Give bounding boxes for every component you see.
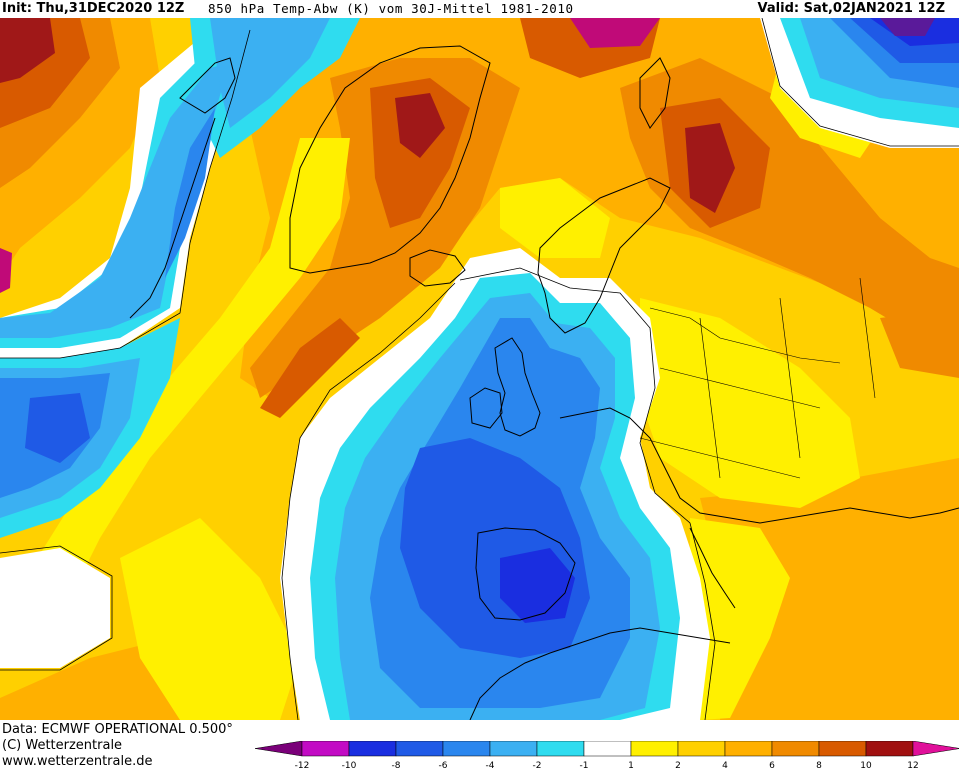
init-time-label: Init: Thu,31DEC2020 12Z xyxy=(2,1,185,16)
contour-atlantic xyxy=(459,267,716,720)
color-legend: -12 -10 -8 -6 -4 -2 -1 1 2 4 6 8 10 12 xyxy=(255,741,959,770)
rust-ridge xyxy=(260,318,360,418)
yellow-norway xyxy=(500,178,610,258)
warm-zone-east xyxy=(700,458,959,720)
border-e xyxy=(779,297,801,459)
website-label: www.wetterzentrale.de xyxy=(2,754,153,769)
yellow-central-atlantic xyxy=(0,138,350,658)
britain-coast xyxy=(494,337,541,437)
legend-swatch xyxy=(818,741,867,757)
anomaly-map-svg xyxy=(0,18,959,720)
maroon-greenland xyxy=(395,93,445,158)
contour-southwest xyxy=(0,545,113,671)
legend-tick-label: 12 xyxy=(907,761,918,770)
legend-swatch xyxy=(865,741,914,757)
yellow-mediterranean xyxy=(690,518,790,720)
legend-swatch xyxy=(395,741,444,757)
legend-swatch xyxy=(630,741,679,757)
labrador-coast xyxy=(129,117,216,319)
national-borders xyxy=(639,277,876,479)
yellow-southwest xyxy=(120,518,300,720)
copyright-label: (C) Wetterzentrale xyxy=(2,738,123,753)
data-source-label: Data: ECMWF OPERATIONAL 0.500° xyxy=(2,722,233,737)
europe-coast xyxy=(559,407,959,524)
legend-tick-label: -2 xyxy=(533,761,542,770)
anomaly-map xyxy=(0,18,959,720)
contour-north-pole xyxy=(761,18,959,147)
africa-coast xyxy=(469,627,731,720)
greenland-coast xyxy=(289,45,491,274)
legend-tick-label: 4 xyxy=(722,761,728,770)
border-a xyxy=(649,307,841,364)
yellow-east-europe xyxy=(640,298,860,508)
ireland-coast xyxy=(469,387,503,429)
lightblue-northwest xyxy=(210,18,330,128)
legend-swatch xyxy=(489,741,538,757)
coastlines xyxy=(129,45,959,720)
legend-swatch xyxy=(724,741,773,757)
legend-swatch xyxy=(677,741,726,757)
lightblue-labrador xyxy=(0,63,230,338)
legend-tick-label: 8 xyxy=(816,761,822,770)
maroon-northwest xyxy=(0,18,55,83)
legend-tick-labels: -12 -10 -8 -6 -4 -2 -1 1 2 4 6 8 10 12 xyxy=(295,761,919,770)
valid-time-label: Valid: Sat,02JAN2021 12Z xyxy=(757,1,945,16)
magenta-north xyxy=(570,18,660,48)
legend-tick-label: 6 xyxy=(769,761,775,770)
magenta-west-edge xyxy=(0,248,12,293)
dark-orange-baltic xyxy=(880,308,959,378)
border-f xyxy=(859,277,876,399)
navy-iberia xyxy=(500,548,575,623)
iceland-coast xyxy=(409,249,466,287)
chart-title: 850 hPa Temp-Abw (K) vom 30J-Mittel 1981… xyxy=(208,1,574,16)
contour-labrador xyxy=(0,29,251,359)
zero-contours xyxy=(0,18,959,720)
italy-coast xyxy=(689,527,736,609)
maroon-scandinavia xyxy=(685,123,735,213)
legend-tick-label: -8 xyxy=(392,761,401,770)
legend-swatch xyxy=(442,741,491,757)
legend-tick-label: -6 xyxy=(439,761,448,770)
legend-swatch xyxy=(912,741,959,757)
legend-tick-label: -12 xyxy=(295,761,310,770)
legend-tick-label: 1 xyxy=(628,761,634,770)
legend-swatch xyxy=(301,741,350,757)
baffin-coast xyxy=(179,57,236,114)
legend-tick-label: -4 xyxy=(486,761,495,770)
iberia-coast xyxy=(475,527,576,621)
legend-swatch xyxy=(255,741,303,757)
border-d xyxy=(699,317,721,479)
contour-atlantic-west xyxy=(281,282,456,720)
border-b xyxy=(659,367,821,409)
legend-color-bars xyxy=(255,741,959,757)
scandinavia-coast xyxy=(537,177,671,334)
legend-tick-label: -10 xyxy=(342,761,357,770)
legend-tick-label: -1 xyxy=(580,761,589,770)
purple-north-pole xyxy=(880,18,935,36)
legend-swatch xyxy=(583,741,632,757)
border-c xyxy=(639,437,801,479)
chart-header: Init: Thu,31DEC2020 12Z 850 hPa Temp-Abw… xyxy=(0,0,959,18)
legend-swatch xyxy=(771,741,820,757)
deepblue-west xyxy=(25,393,90,463)
legend-tick-label: 2 xyxy=(675,761,681,770)
novaya-zemlya-coast xyxy=(639,57,671,129)
legend-swatch xyxy=(536,741,585,757)
legend-swatch xyxy=(348,741,397,757)
neutral-southwest xyxy=(0,548,110,668)
legend-tick-label: 10 xyxy=(860,761,872,770)
chart-footer: Data: ECMWF OPERATIONAL 0.500° (C) Wette… xyxy=(0,720,959,770)
